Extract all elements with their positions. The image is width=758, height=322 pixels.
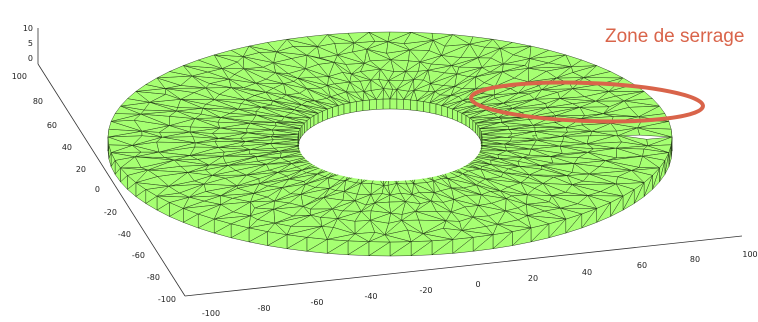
y-axis-line: [37, 63, 186, 297]
z-tick: 5: [28, 39, 33, 48]
x-axis-line: [184, 235, 743, 297]
x-tick: 20: [528, 274, 538, 283]
y-tick-labels: 100 80 60 40 20 0 -20 -40 -60 -80 -100: [12, 72, 176, 304]
axes-lines: [37, 28, 743, 297]
x-tick: -100: [202, 309, 220, 318]
y-tick: -80: [147, 273, 160, 282]
x-tick-labels: -100 -80 -60 -40 -20 0 20 40 60 80 100: [202, 250, 758, 318]
y-tick: 0: [95, 185, 100, 194]
y-tick: 20: [76, 165, 86, 174]
z-tick: 10: [23, 24, 33, 33]
y-tick: 60: [47, 121, 57, 130]
y-tick: -40: [118, 230, 131, 239]
y-tick: -60: [132, 251, 145, 260]
x-tick: -40: [364, 292, 377, 301]
x-tick: 80: [690, 255, 700, 264]
z-tick-labels: 10 5 0: [23, 24, 33, 63]
y-tick: 100: [12, 72, 27, 81]
x-tick: 60: [637, 261, 647, 270]
clamping-zone-label: Zone de serrage: [605, 26, 744, 47]
x-tick: 0: [475, 280, 480, 289]
y-tick: -100: [158, 295, 176, 304]
x-tick: -60: [310, 298, 323, 307]
x-tick: 40: [582, 268, 592, 277]
x-tick: -80: [257, 304, 270, 313]
x-tick: -20: [419, 286, 432, 295]
torus-mesh: [107, 31, 673, 257]
y-tick: -20: [104, 208, 117, 217]
clamping-zone-ellipse: [469, 80, 705, 124]
y-tick: 40: [62, 143, 72, 152]
y-tick: 80: [33, 97, 43, 106]
x-tick: 100: [742, 250, 757, 259]
z-tick: 0: [28, 54, 33, 63]
